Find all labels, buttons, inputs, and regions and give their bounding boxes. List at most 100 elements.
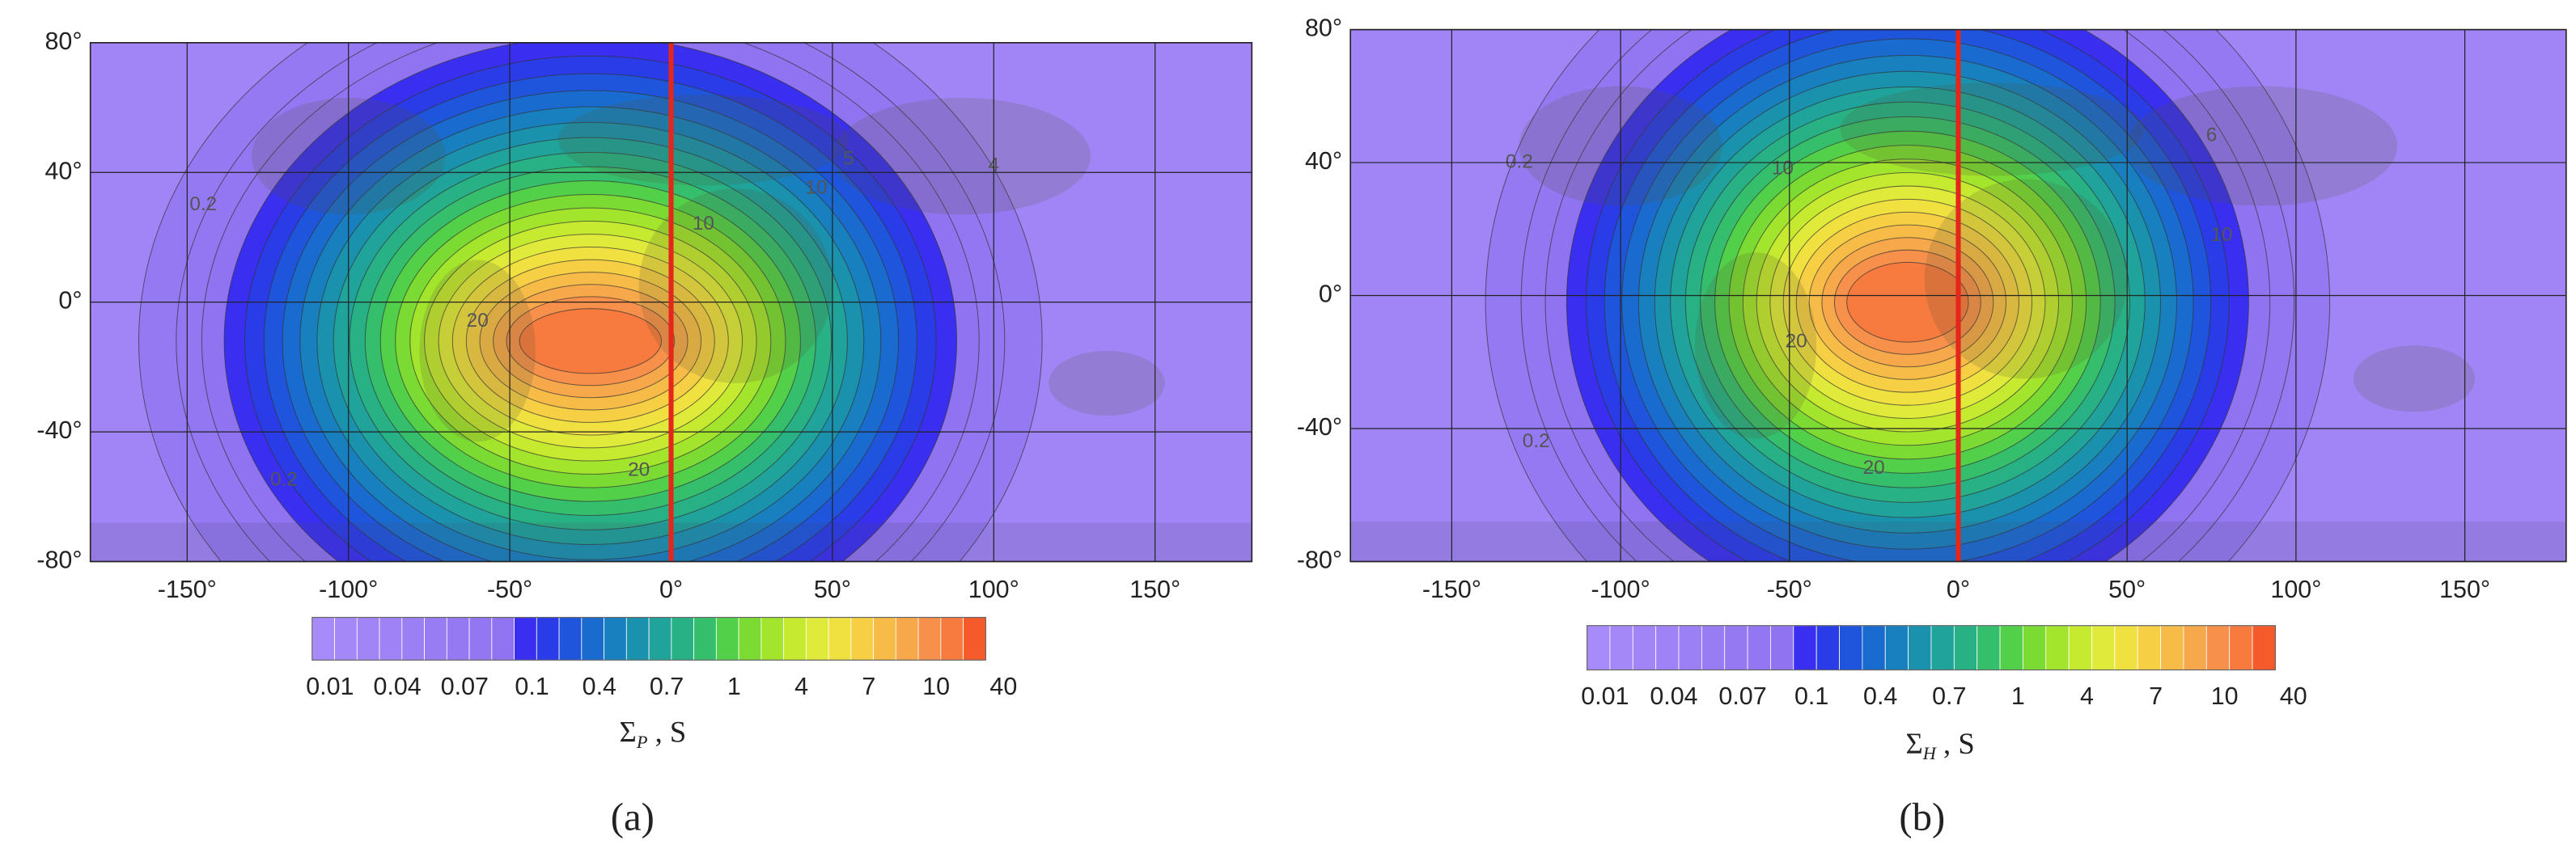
contour-label: 0.2 xyxy=(189,193,217,215)
colorbar-segment xyxy=(1678,625,1702,670)
colorbar-segment xyxy=(1999,625,2023,670)
colorbar-tick-label: 0.04 xyxy=(1650,682,1697,710)
contour-label: 10 xyxy=(1772,158,1794,180)
y-tick-label: 0° xyxy=(1319,281,1342,308)
colorbar-segment xyxy=(1793,625,1817,670)
colorbar-tick-label: 0.07 xyxy=(441,673,489,700)
x-tick-label: 0° xyxy=(1947,576,1970,603)
colorbar-segment xyxy=(873,617,896,661)
contour-label: 6 xyxy=(2206,125,2218,146)
colorbar-frame xyxy=(311,616,986,661)
land-overlay xyxy=(832,98,1091,215)
contour-label: 10 xyxy=(693,213,714,234)
colorbar-segment xyxy=(446,617,470,661)
colorbar-tick-label: 0.04 xyxy=(373,673,421,700)
colorbar-segment xyxy=(738,617,762,661)
y-tick-label: 40° xyxy=(44,157,82,184)
colorbar-segment xyxy=(311,617,335,661)
colorbar-segment xyxy=(1862,625,1886,670)
colorbar-segment xyxy=(581,617,604,661)
colorbar-label-symbol: Σ xyxy=(1906,727,1923,760)
x-tick-label: -150° xyxy=(158,576,217,603)
colorbar-segment xyxy=(1815,625,1840,670)
contour-band xyxy=(519,308,663,374)
land-overlay xyxy=(419,260,536,442)
colorbar-segment xyxy=(963,617,986,661)
colorbar-segment xyxy=(917,617,942,661)
land-overlay xyxy=(2127,86,2398,206)
colorbar-segment xyxy=(940,617,964,661)
y-tick-label: 40° xyxy=(1305,147,1342,175)
contour-label: 0.2 xyxy=(270,469,298,491)
colorbar-label-subscript: H xyxy=(1922,743,1938,763)
colorbar-tick-label: 7 xyxy=(862,673,875,700)
panel-label: (a) xyxy=(611,796,655,839)
colorbar-segment xyxy=(468,617,493,661)
colorbar-segment xyxy=(2252,625,2276,670)
colorbar-label: ΣH , S xyxy=(1906,727,1975,763)
colorbar-segment xyxy=(1930,625,1955,670)
y-tick-label: 0° xyxy=(58,287,82,315)
colorbar-segment xyxy=(2045,625,2070,670)
colorbar-segment xyxy=(334,617,358,661)
colorbar-segment xyxy=(424,617,447,661)
x-tick-label: 150° xyxy=(2439,576,2490,603)
colorbar-tick-label: 10 xyxy=(2211,682,2239,710)
contour-band xyxy=(1846,261,1969,343)
colorbar-segment xyxy=(2114,625,2138,670)
land-overlay xyxy=(2353,345,2476,412)
colorbar-frame xyxy=(1586,625,2277,671)
colorbar-segment xyxy=(1701,625,1726,670)
land-overlay xyxy=(638,188,833,383)
colorbar-segment xyxy=(625,617,650,661)
colorbar-segment xyxy=(604,617,627,661)
land-overlay xyxy=(1840,82,2145,176)
contour-label: 5 xyxy=(843,148,854,170)
colorbar-segment xyxy=(648,617,672,661)
contour-label: 10 xyxy=(805,177,827,199)
colorbar-segment xyxy=(2183,625,2207,670)
colorbar-tick-label: 40 xyxy=(989,673,1017,700)
plot-frame xyxy=(89,42,1253,563)
colorbar-segment xyxy=(1609,625,1633,670)
colorbar-segment xyxy=(356,617,380,661)
x-tick-label: 100° xyxy=(968,576,1019,603)
y-tick-label: -40° xyxy=(1297,413,1342,441)
y-tick-label: -40° xyxy=(36,416,82,444)
colorbar-segment xyxy=(1976,625,2001,670)
colorbar-segment xyxy=(536,617,560,661)
x-tick-label: 50° xyxy=(2108,576,2146,603)
colorbar-label-unit: , S xyxy=(1936,727,1975,760)
colorbar-tick-label: 4 xyxy=(794,673,808,700)
contour-label: 10 xyxy=(2211,224,2233,246)
x-tick-label: -150° xyxy=(1422,576,1481,603)
colorbar-label: ΣP , S xyxy=(620,716,687,752)
y-tick-label: -80° xyxy=(36,547,82,574)
colorbar-segment xyxy=(1724,625,1748,670)
colorbar-segment xyxy=(401,617,425,661)
colorbar-tick-label: 0.01 xyxy=(1581,682,1629,710)
land-overlay xyxy=(1924,179,2128,379)
colorbar-segment xyxy=(2091,625,2116,670)
x-tick-label: -50° xyxy=(1767,576,1812,603)
colorbar-label-unit: , S xyxy=(647,716,686,749)
colorbar-label-subscript: P xyxy=(636,732,648,752)
colorbar-tick-label: 1 xyxy=(2011,682,2025,710)
colorbar-segment xyxy=(671,617,695,661)
colorbar-segment xyxy=(1884,625,1909,670)
colorbar-segment xyxy=(1770,625,1794,670)
contour-label: 20 xyxy=(467,310,489,332)
y-tick-label: -80° xyxy=(1297,547,1342,574)
colorbar-segment xyxy=(693,617,717,661)
x-tick-label: -100° xyxy=(1591,576,1650,603)
contour-label: 0.2 xyxy=(1523,430,1550,452)
contour-label: 20 xyxy=(628,459,650,481)
colorbar-segment xyxy=(2068,625,2092,670)
x-tick-label: 100° xyxy=(2270,576,2321,603)
land-overlay xyxy=(1694,252,1817,439)
colorbar-tick-label: 0.1 xyxy=(515,673,549,700)
colorbar-segment xyxy=(828,617,852,661)
colorbar-segment xyxy=(761,617,785,661)
colorbar-segment xyxy=(2229,625,2253,670)
